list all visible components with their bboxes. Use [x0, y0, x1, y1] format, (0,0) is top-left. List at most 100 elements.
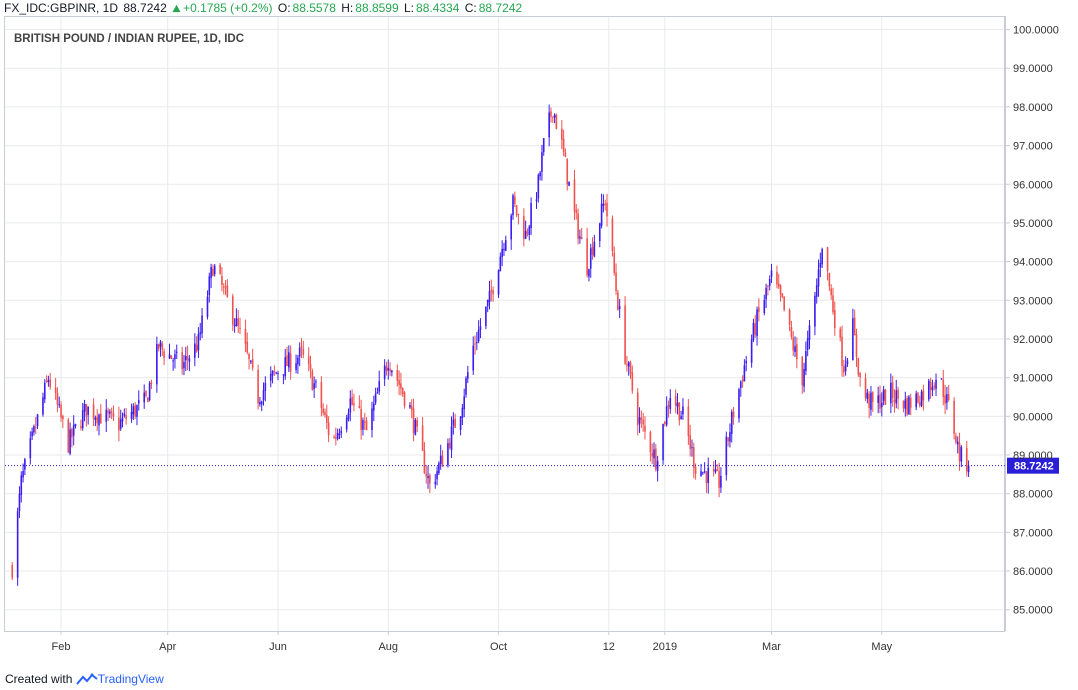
candle-body: [427, 476, 429, 479]
candle: [517, 213, 520, 225]
candle: [750, 334, 753, 368]
candle: [168, 343, 171, 360]
candle: [289, 345, 292, 380]
candle: [121, 412, 124, 428]
candle-body: [416, 420, 419, 427]
candle: [727, 437, 729, 447]
candle-body: [54, 387, 57, 393]
price-axis[interactable]: 85.0000 86.0000 87.0000 88.0000 89.0000 90.00…: [1005, 25, 1059, 617]
candle-body: [866, 392, 869, 399]
candle: [792, 331, 795, 357]
candle: [492, 286, 494, 302]
symbol-label[interactable]: FX_IDC:GBPINR, 1D: [4, 1, 119, 15]
candle: [613, 246, 616, 276]
candle: [436, 466, 438, 486]
candle-body: [56, 392, 59, 405]
candle-body: [703, 471, 706, 473]
candle: [577, 208, 579, 245]
candle: [389, 362, 391, 376]
candle-body: [960, 446, 963, 462]
candle-body: [260, 401, 263, 405]
candle-body: [763, 300, 766, 313]
candle: [351, 389, 353, 406]
candle: [262, 382, 265, 406]
candle: [805, 341, 807, 376]
candle-body: [841, 336, 843, 367]
candle-body: [275, 372, 277, 374]
candle: [222, 283, 225, 295]
candle: [107, 407, 109, 422]
candle: [752, 318, 755, 343]
candle-body: [298, 347, 301, 357]
candle: [705, 471, 708, 493]
candle: [564, 148, 567, 158]
candle: [335, 427, 337, 446]
tradingview-logo-icon[interactable]: [75, 672, 98, 686]
candle: [687, 398, 690, 445]
candle-body: [902, 400, 905, 409]
candle-body: [606, 202, 608, 217]
candle: [132, 403, 135, 420]
candle-body: [347, 413, 350, 420]
candle: [794, 336, 796, 357]
candle-body: [385, 366, 388, 371]
candle-body: [828, 273, 831, 287]
candle-body: [562, 138, 565, 152]
candle: [49, 372, 52, 390]
candle-body: [879, 394, 881, 409]
candle-body: [627, 362, 630, 367]
candle: [100, 404, 102, 424]
high-value: 88.8599: [355, 1, 399, 15]
candle: [503, 242, 505, 257]
candle: [870, 385, 872, 416]
candle-body: [112, 413, 115, 417]
x-tick-label: Feb: [52, 641, 71, 653]
candle-body: [664, 421, 666, 424]
candle-body: [618, 306, 621, 309]
last-price: 88.7242: [123, 1, 167, 15]
candle-body: [137, 400, 140, 404]
candle: [644, 416, 646, 440]
candle-body: [503, 249, 505, 251]
candle-body: [222, 286, 225, 288]
candle: [62, 414, 64, 429]
candle-body: [45, 380, 48, 382]
candle: [586, 227, 588, 278]
candle: [526, 228, 529, 237]
candle-body: [897, 389, 899, 399]
candle-body: [864, 378, 867, 398]
candle-body: [80, 426, 82, 429]
time-axis[interactable]: Feb Apr Jun Aug Oct 12 2019 Mar May: [52, 631, 893, 653]
candle: [542, 138, 545, 156]
candle: [398, 370, 400, 396]
x-tick-label: Mar: [762, 641, 781, 653]
candle: [955, 432, 957, 445]
candle: [72, 415, 75, 446]
candle: [839, 326, 842, 342]
candle-body: [360, 409, 362, 430]
candle: [864, 372, 867, 402]
candle-body: [604, 203, 607, 205]
candle: [853, 309, 856, 336]
candle: [463, 388, 466, 418]
candle: [589, 243, 592, 278]
candle-body: [636, 392, 639, 426]
candle-body: [81, 410, 84, 429]
candle-body: [376, 392, 379, 394]
candle: [125, 408, 127, 425]
candle: [194, 333, 196, 367]
candle-body: [60, 404, 62, 418]
candle-body: [123, 413, 126, 416]
candle: [347, 408, 350, 422]
candle-body: [868, 394, 870, 408]
candle-body: [349, 398, 352, 413]
candle-body: [727, 437, 729, 442]
candlestick-chart[interactable]: BRITISH POUND / INDIAN RUPEE, 1D, IDC 88…: [0, 16, 1078, 666]
triangle-up-icon: [172, 1, 181, 15]
candle-body: [705, 471, 708, 484]
tradingview-link[interactable]: TradingView: [97, 672, 164, 686]
candle-body: [853, 317, 856, 336]
candle: [738, 387, 740, 423]
candle: [674, 389, 677, 414]
candle: [929, 377, 932, 399]
